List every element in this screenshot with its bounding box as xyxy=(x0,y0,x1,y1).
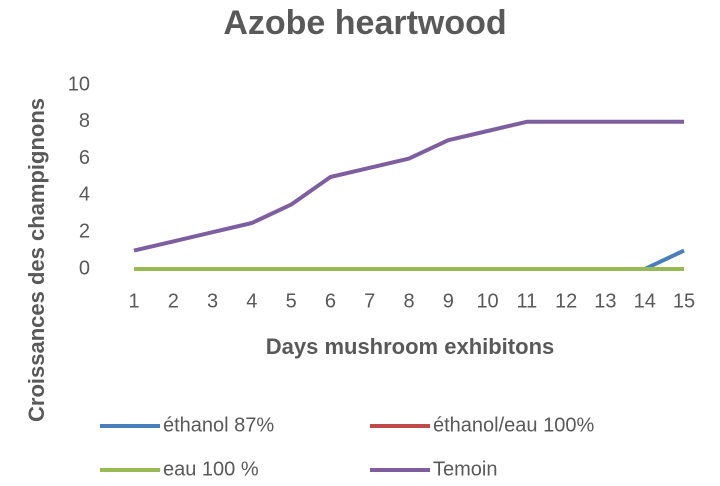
legend-label: eau 100 % xyxy=(163,458,259,480)
x-tick-label: 8 xyxy=(403,290,414,312)
x-tick-label: 13 xyxy=(594,290,616,312)
x-tick-label: 4 xyxy=(246,290,257,312)
x-tick-label: 2 xyxy=(168,290,179,312)
y-tick-label: 4 xyxy=(79,184,90,206)
x-tick-label: 9 xyxy=(443,290,454,312)
series-line xyxy=(133,119,684,253)
x-tick-label: 6 xyxy=(325,290,336,312)
y-tick-label: 10 xyxy=(68,73,90,95)
y-tick-label: 8 xyxy=(79,110,90,132)
x-tick-label: 11 xyxy=(516,290,537,312)
x-tick-label: 14 xyxy=(634,290,656,312)
y-tick-label: 0 xyxy=(79,257,90,279)
x-axis-label: Days mushroom exhibitons xyxy=(266,334,555,359)
y-tick-label: 2 xyxy=(79,220,90,242)
chart-title: Azobe heartwood xyxy=(223,4,506,42)
y-axis-label: Croissances des champignons xyxy=(24,98,49,422)
x-tick-label: 12 xyxy=(555,290,577,312)
x-tick-label: 3 xyxy=(207,290,218,312)
x-tick-label: 1 xyxy=(128,290,139,312)
y-tick-label: 6 xyxy=(79,147,90,169)
legend-label: éthanol 87% xyxy=(163,414,274,436)
legend-label: éthanol/eau 100% xyxy=(433,414,594,436)
series-line xyxy=(134,248,685,271)
x-tick-label: 7 xyxy=(364,290,375,312)
x-tick-label: 15 xyxy=(673,290,695,312)
x-tick-label: 5 xyxy=(286,290,297,312)
x-tick-label: 10 xyxy=(476,290,498,312)
legend-label: Temoin xyxy=(433,458,497,480)
